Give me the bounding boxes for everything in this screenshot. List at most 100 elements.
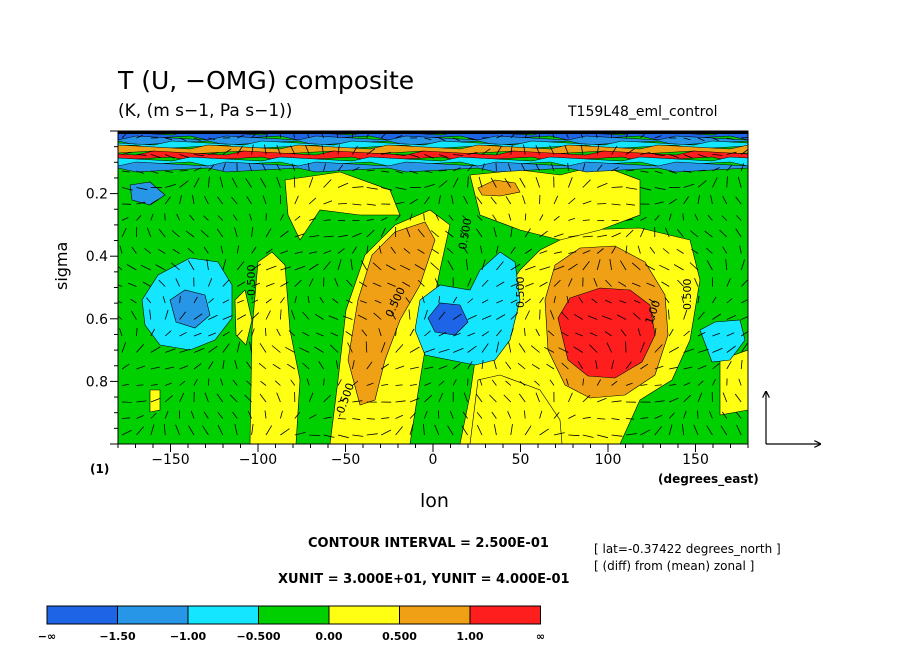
wind-vector [535,176,540,188]
wind-vector [352,360,355,370]
wind-vector [222,299,230,304]
wind-vector [510,132,516,139]
wind-vector [438,392,444,403]
wind-vector [582,235,593,238]
wind-vector [231,177,238,188]
wind-vector [321,144,324,155]
wind-vector [251,424,254,436]
wind-vector [561,362,569,370]
wind-vector [611,166,619,172]
wind-vector [430,262,440,271]
wind-vector [683,410,687,419]
wind-vector [722,195,728,205]
wind-vector [491,379,497,386]
wind-vector [735,196,742,205]
wind-vector [285,346,295,353]
wind-vector [408,309,411,320]
wind-vector [683,382,691,386]
wind-vector [314,313,324,320]
wind-vector [299,347,310,353]
wind-vector [661,281,670,287]
wind-vector [222,331,230,337]
wind-vector [366,382,374,386]
wind-vector [493,424,497,436]
wind-vector [390,310,396,320]
wind-vector [517,362,526,370]
wind-vector [467,298,474,304]
wind-vector [193,332,202,337]
wind-vector [673,264,684,271]
wind-vector [193,296,198,304]
wind-vector [662,248,670,254]
wind-vector [476,215,483,221]
wind-vector [179,311,187,320]
colorbar-label: 0.00 [315,630,342,643]
wind-vector [553,296,556,304]
wind-vector [146,227,152,238]
wind-vector [291,163,296,172]
wind-vector [496,145,502,155]
wind-vector [568,197,576,205]
wind-vector [395,365,405,370]
wind-vector [712,379,716,386]
wind-vector [579,131,584,139]
wind-vector [625,418,635,420]
wind-vector [222,315,233,320]
wind-vector [453,154,464,156]
wind-vector [366,245,369,254]
wind-vector [694,214,699,221]
wind-vector [568,392,573,403]
wind-vector [505,196,512,205]
wind-vector [524,327,526,337]
wind-vector [399,264,411,271]
y-tick-label: 0.6 [86,312,108,328]
wind-vector [222,279,230,287]
wind-vector [683,154,694,159]
chart-title: T (U, −OMG) composite [118,66,415,95]
wind-vector [438,296,441,304]
wind-vector [202,425,209,436]
wind-vector [417,248,425,254]
wind-vector [677,279,684,287]
wind-vector [690,230,699,238]
wind-vector [424,330,431,337]
wind-vector [453,167,461,172]
wind-vector [204,195,209,205]
wind-vector [481,259,486,271]
wind-vector [453,137,460,141]
wind-vector [558,347,569,353]
wind-vector [510,263,521,271]
wind-vector [136,201,146,205]
wind-vector [131,246,137,254]
wind-vector [165,382,172,386]
wind-vector [438,380,445,386]
wind-vector [406,227,411,238]
wind-vector [476,424,483,436]
wind-vector [150,199,159,205]
contour-region [427,302,469,336]
wind-vector [424,183,436,188]
wind-vector [490,177,497,188]
wind-vector [342,315,353,320]
wind-vector [251,282,261,287]
wind-vector [616,314,627,320]
wind-vector [463,392,468,403]
wind-vector [246,380,252,386]
contour-region [469,374,563,444]
wind-vector [625,169,634,172]
wind-vector [185,230,195,238]
wind-vector [203,246,209,254]
wind-vector [409,198,418,205]
wind-vector [535,163,540,172]
wind-vector [150,366,160,370]
wind-vector [726,151,737,155]
colorbar-label: −1.50 [99,630,136,643]
wind-vector [539,250,548,254]
wind-vector [337,234,348,238]
wind-vector [232,411,238,419]
wind-vector [409,366,419,370]
wind-vector [260,380,267,386]
wind-vector [337,379,342,386]
wind-vector [640,363,649,370]
wind-vector [290,379,296,386]
